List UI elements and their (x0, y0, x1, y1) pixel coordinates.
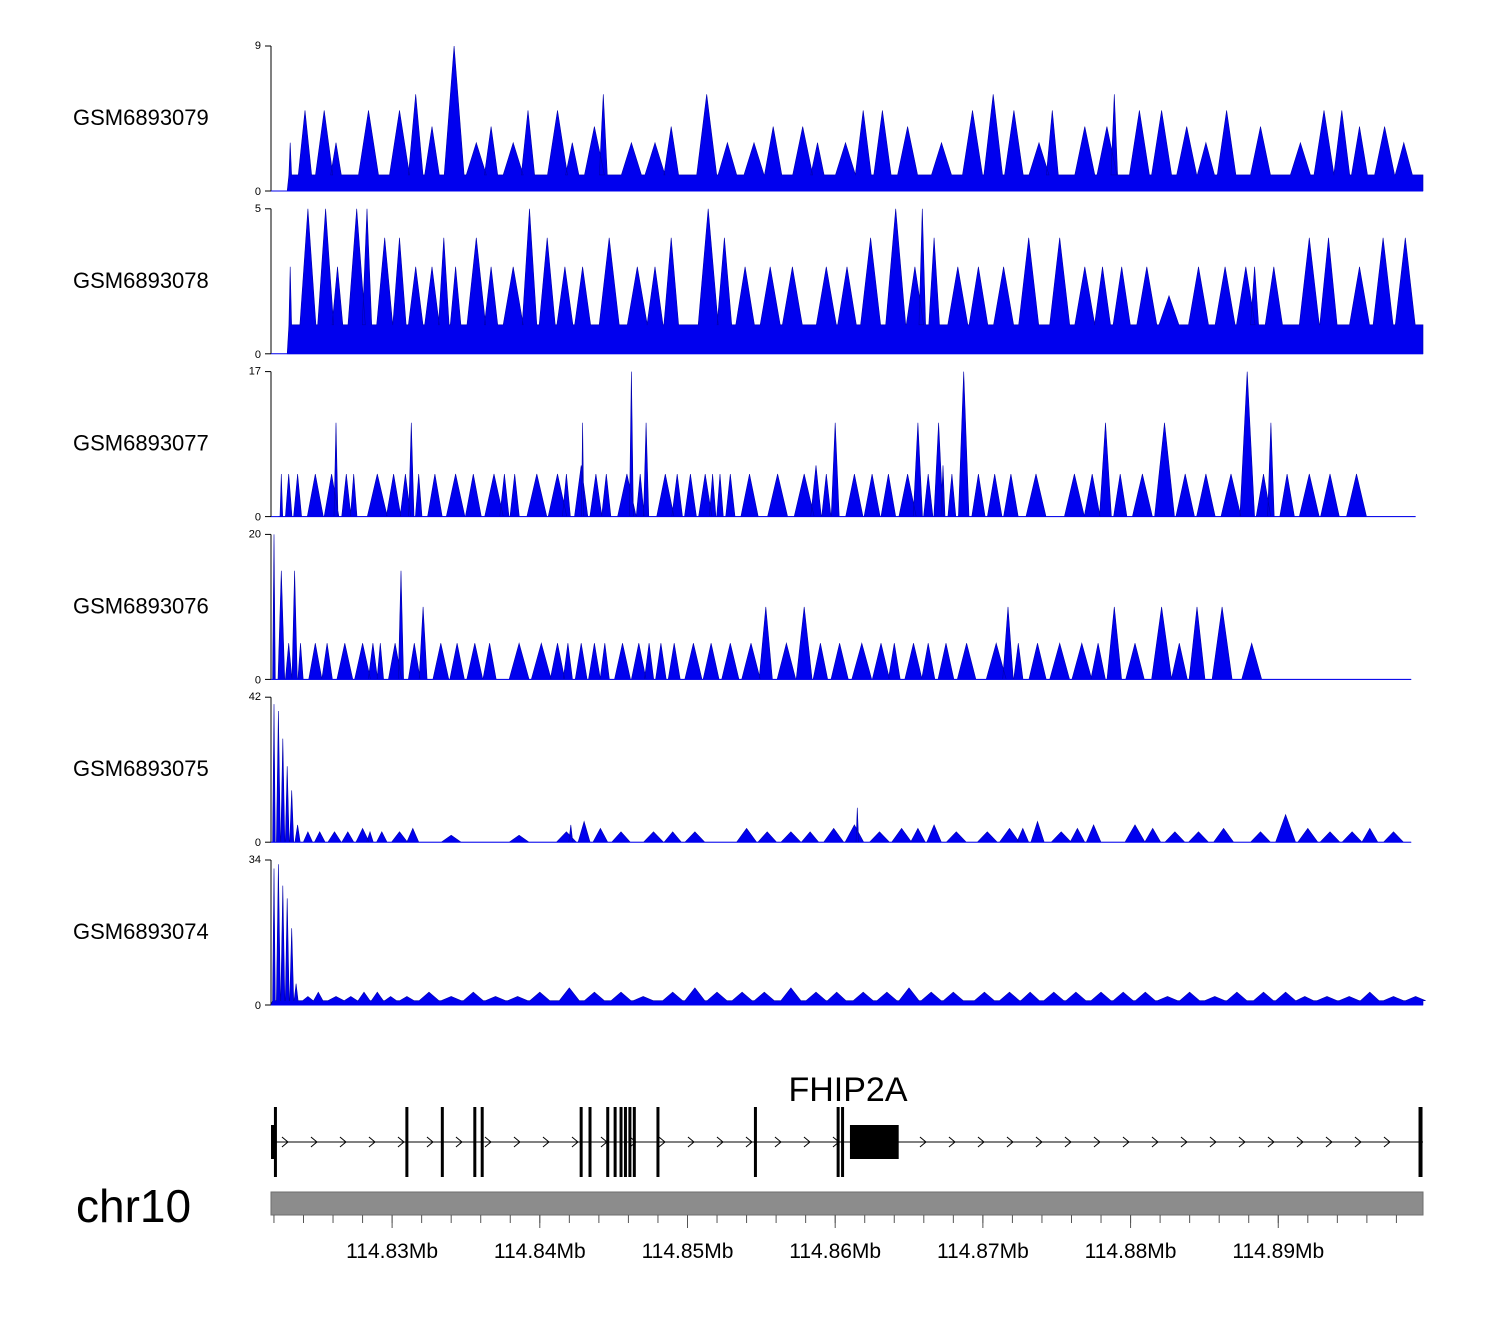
strand-arrow (629, 1136, 637, 1148)
strand-arrow (1267, 1136, 1275, 1148)
axis-tick-label: 114.86Mb (789, 1240, 881, 1263)
exon (480, 1107, 484, 1177)
track-label: GSM6893078 (73, 268, 209, 293)
strand-arrow (542, 1136, 550, 1148)
exon (579, 1107, 583, 1177)
exon (606, 1107, 610, 1177)
strand-arrow (455, 1136, 463, 1148)
coverage-area (286, 45, 1424, 192)
exon (613, 1107, 617, 1177)
axis-tick-label: 114.89Mb (1232, 1240, 1324, 1263)
y-axis-min-label: 0 (255, 674, 261, 686)
coverage-area (286, 208, 1424, 355)
coverage-tracks: GSM689307990GSM689307850GSM6893077170GSM… (73, 40, 1426, 1012)
coverage-area (271, 704, 1412, 843)
strand-arrow (339, 1136, 347, 1148)
exon (632, 1107, 636, 1177)
exon (473, 1107, 477, 1177)
strand-arrow (1325, 1136, 1333, 1148)
strand-arrow (571, 1136, 579, 1148)
exon (841, 1107, 845, 1177)
exon (273, 1107, 277, 1177)
strand-arrow (745, 1136, 753, 1148)
strand-arrow (1093, 1136, 1101, 1148)
strand-arrow (368, 1136, 376, 1148)
exon (628, 1107, 632, 1177)
strand-arrow (484, 1136, 492, 1148)
strand-arrow (774, 1136, 782, 1148)
y-axis-max-label: 42 (249, 691, 261, 703)
y-axis-min-label: 0 (255, 1000, 261, 1012)
strand-arrow (1296, 1136, 1304, 1148)
first-exon-block (271, 1125, 275, 1159)
strand-arrow (426, 1136, 434, 1148)
track-GSM6893079: GSM6893079 9 0 (73, 40, 1424, 198)
axis-tick-label: 114.85Mb (642, 1240, 734, 1263)
y-axis-min-label: 0 (255, 512, 261, 524)
strand-arrow (1151, 1136, 1159, 1148)
strand-arrow (1209, 1136, 1217, 1148)
strand-arrow (1035, 1136, 1043, 1148)
exon (588, 1107, 592, 1177)
strand-arrow (919, 1136, 927, 1148)
track-label: GSM6893079 (73, 105, 209, 130)
track-label: GSM6893074 (73, 919, 209, 944)
strand-arrow (1238, 1136, 1246, 1148)
track-GSM6893078: GSM6893078 5 0 (73, 203, 1424, 361)
strand-arrow (1064, 1136, 1072, 1148)
exon (440, 1107, 444, 1177)
strand-arrow (1180, 1136, 1188, 1148)
coding-block (849, 1125, 899, 1159)
strand-arrow (948, 1136, 956, 1148)
axis-tick-label: 114.84Mb (494, 1240, 586, 1263)
strand-arrow (716, 1136, 724, 1148)
genome-axis: chr10 114.83Mb 114.84Mb 114.85Mb 114.86Mb 11… (76, 1180, 1424, 1263)
coverage-area (278, 371, 1416, 517)
chromosome-ideogram-bar (270, 1191, 1424, 1216)
track-label: GSM6893077 (73, 431, 209, 456)
track-GSM6893077: GSM6893077 17 0 (73, 366, 1416, 524)
strand-arrow (687, 1136, 695, 1148)
strand-arrow (513, 1136, 521, 1148)
chromosome-label: chr10 (76, 1180, 191, 1232)
strand-arrow (658, 1136, 666, 1148)
strand-arrow (397, 1136, 405, 1148)
strand-arrow (977, 1136, 985, 1148)
track-GSM6893076: GSM6893076 20 0 (73, 528, 1412, 686)
strand-arrow (803, 1136, 811, 1148)
strand-arrow (1383, 1136, 1391, 1148)
axis-tick-label: 114.83Mb (346, 1240, 438, 1263)
exon (836, 1107, 840, 1177)
y-axis-max-label: 17 (249, 366, 261, 378)
track-label: GSM6893075 (73, 756, 209, 781)
track-GSM6893075: GSM6893075 42 0 (73, 691, 1412, 849)
y-axis-max-label: 5 (255, 203, 261, 215)
strand-arrow (281, 1136, 289, 1148)
strand-arrow (1122, 1136, 1130, 1148)
y-axis-max-label: 20 (249, 528, 261, 540)
exon (619, 1107, 623, 1177)
exon (656, 1107, 660, 1177)
y-axis-min-label: 0 (255, 837, 261, 849)
y-axis-min-label: 0 (255, 186, 261, 198)
track-GSM6893074: GSM6893074 34 0 (73, 854, 1426, 1012)
coverage-area (271, 534, 1412, 680)
axis-tick-label: 114.87Mb (937, 1240, 1029, 1263)
y-axis-min-label: 0 (255, 349, 261, 361)
exon (405, 1107, 409, 1177)
gene-name-label: FHIP2A (788, 1071, 907, 1109)
last-exon (1418, 1107, 1423, 1177)
axis-tick-label: 114.88Mb (1085, 1240, 1177, 1263)
y-axis-max-label: 34 (249, 854, 261, 866)
strand-arrow (1354, 1136, 1362, 1148)
track-label: GSM6893076 (73, 593, 209, 618)
strand-arrow (310, 1136, 318, 1148)
exon (623, 1107, 627, 1177)
gene-model: FHIP2A (271, 1071, 1423, 1177)
y-axis-max-label: 9 (255, 40, 261, 52)
strand-arrow (1006, 1136, 1014, 1148)
exon (753, 1107, 757, 1177)
coverage-area (270, 864, 1426, 1006)
